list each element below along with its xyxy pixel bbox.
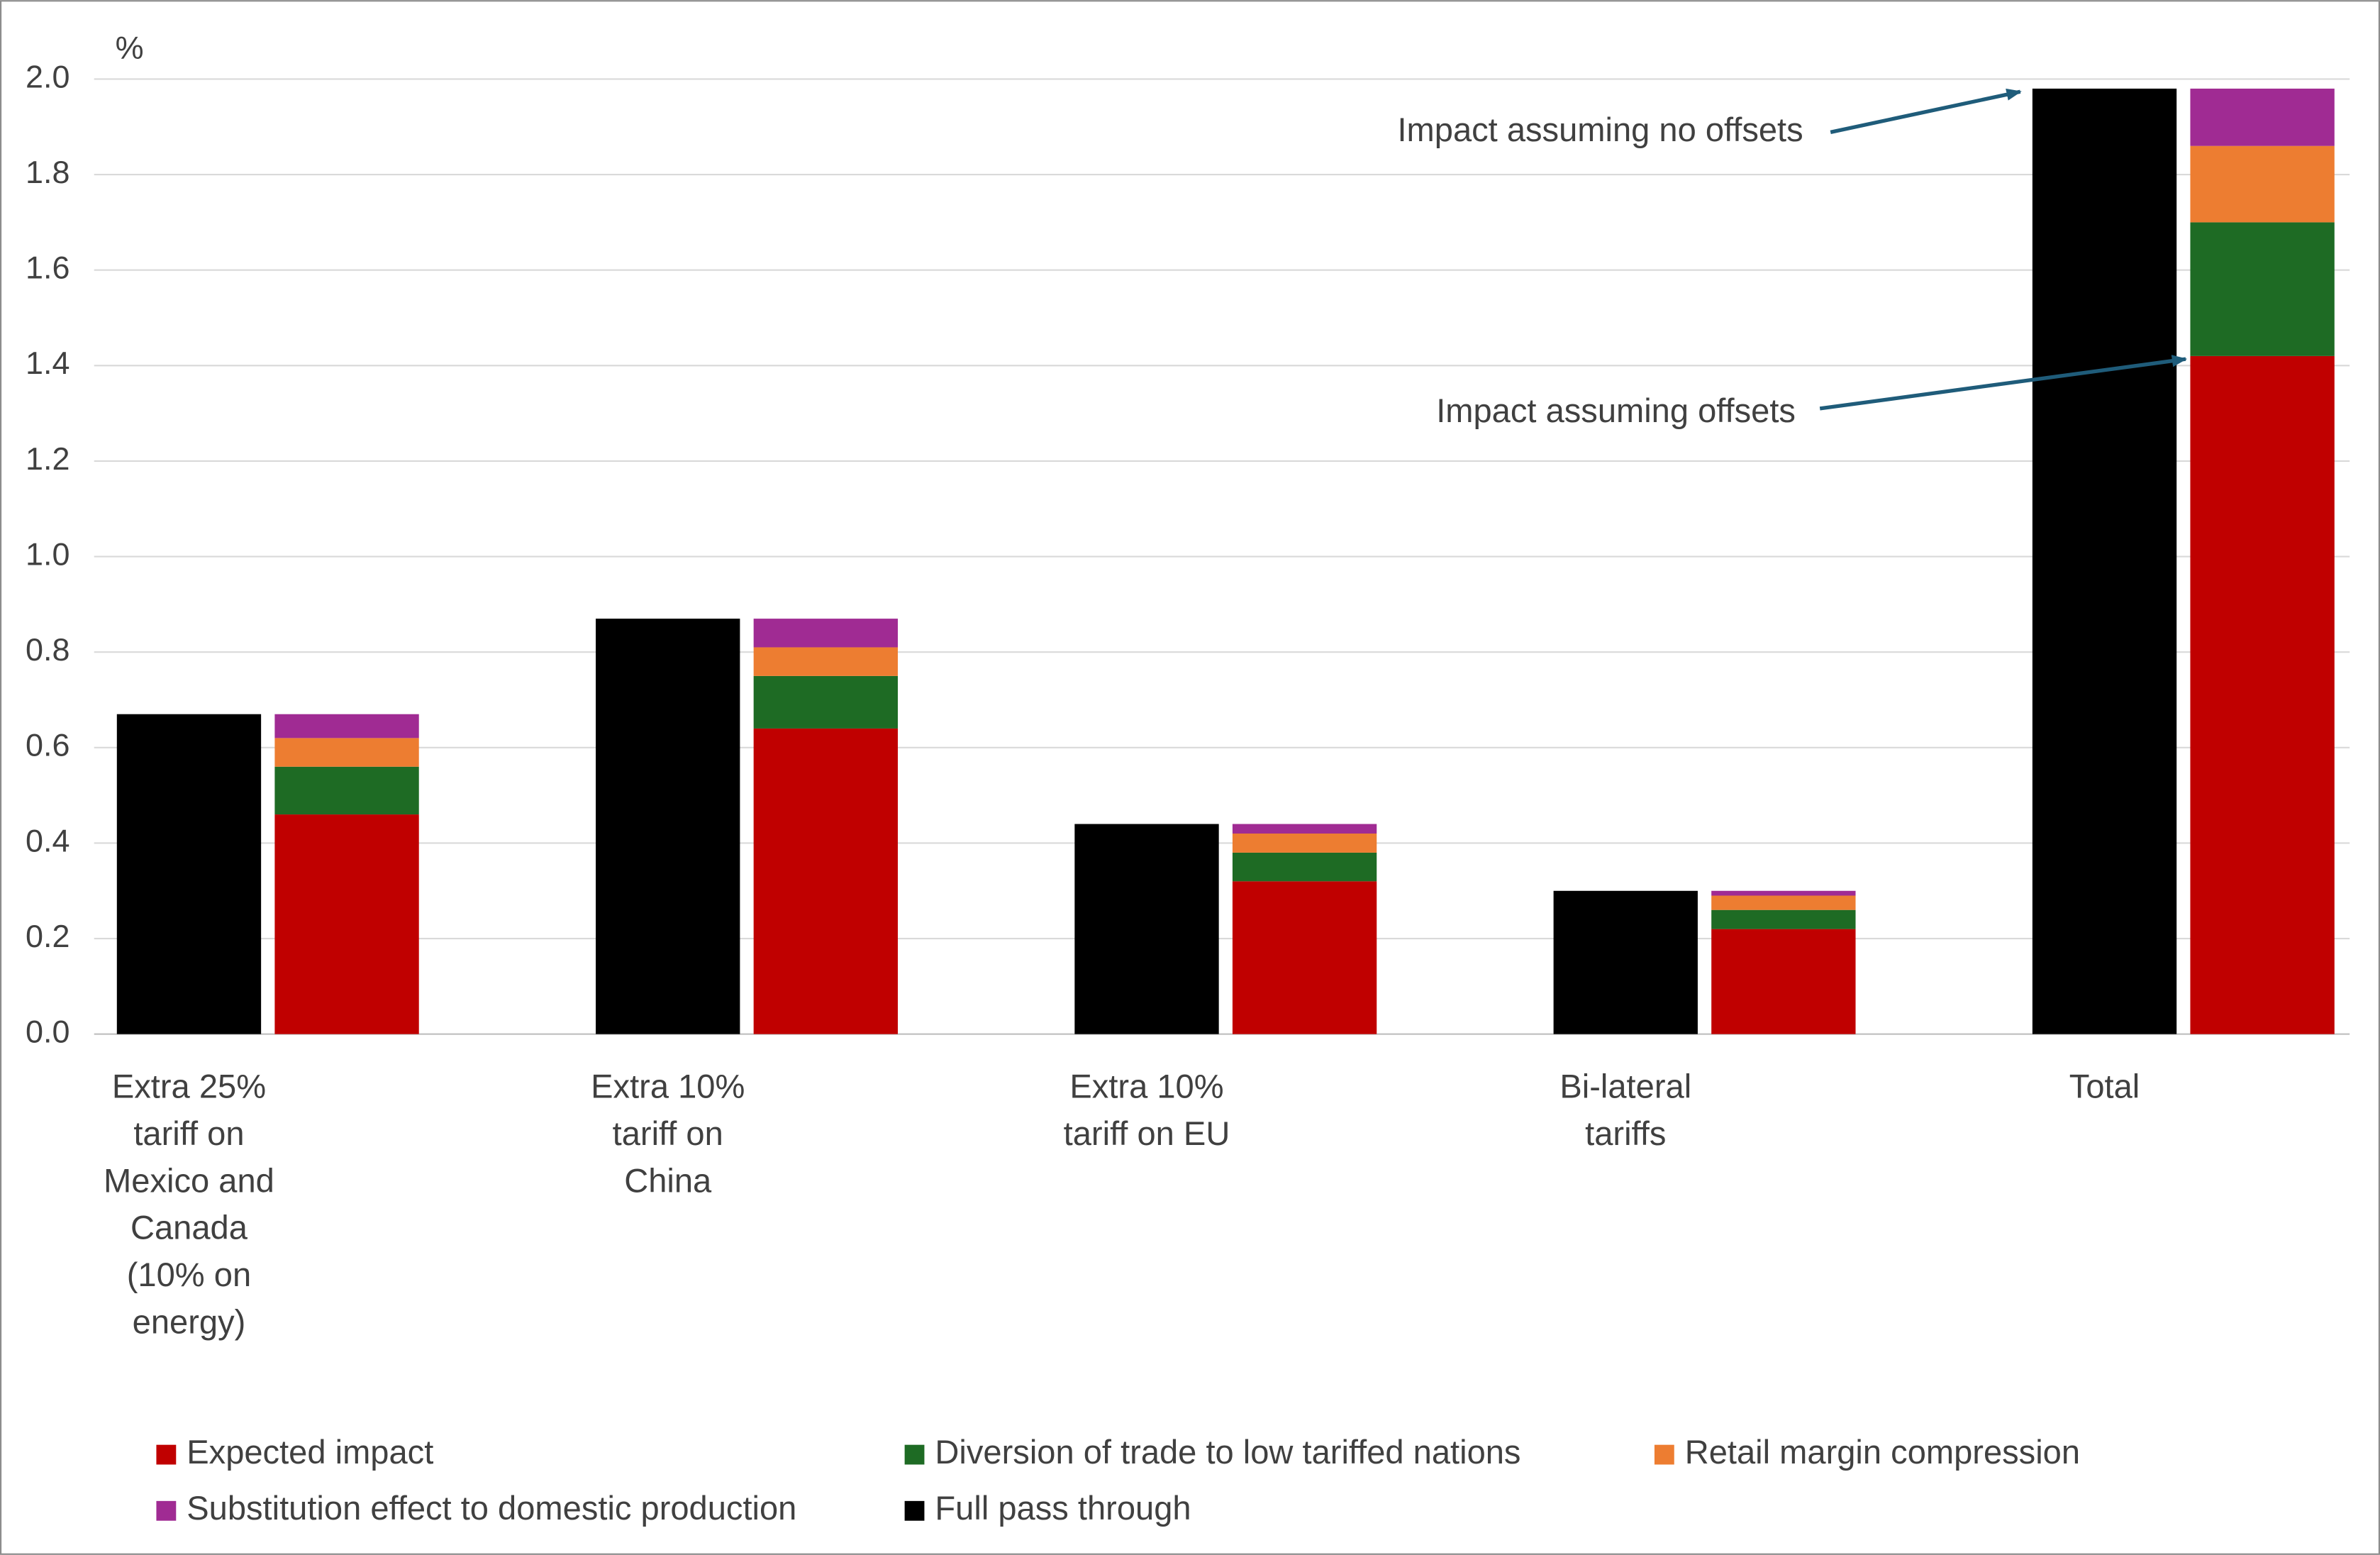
bar-segment (753, 675, 898, 729)
bar (1553, 890, 1698, 1034)
x-tick-label: Total (2069, 1067, 2140, 1106)
bar-segment (2190, 222, 2335, 356)
bar-segment (2190, 145, 2335, 223)
x-tick-group: Extra 10% tariff on China (591, 1067, 745, 1200)
legend-swatch (904, 1444, 925, 1465)
bar-segment (274, 714, 419, 738)
bar-segment (753, 619, 898, 648)
annotation-arrow (1819, 355, 2188, 411)
bar-segment (2190, 88, 2335, 146)
bar (116, 714, 262, 1034)
y-tick-label: 1.8 (26, 154, 69, 190)
x-tick-label: Extra 25% tariff on Mexico and Canada (1… (104, 1067, 274, 1341)
y-tick-label: 0.6 (26, 727, 69, 763)
y-tick-label: 0.0 (26, 1014, 69, 1050)
y-tick-label: 0.4 (26, 822, 69, 858)
bar-segment (1711, 890, 1856, 896)
y-tick-label: 0.8 (26, 631, 69, 668)
y-tick-label: 1.4 (26, 345, 69, 381)
legend-label: Retail margin compression (1685, 1433, 2080, 1471)
legend-swatch (1654, 1444, 1674, 1465)
annotation: Impact assuming offsets (1436, 392, 1796, 429)
y-tick-label: 1.0 (26, 536, 69, 572)
bar-segment (1232, 881, 1377, 1034)
x-tick-label: Extra 10% tariff on China (591, 1067, 745, 1200)
x-tick-label: Bi-lateral tariffs (1559, 1067, 1692, 1153)
bar (2032, 88, 2177, 1034)
bar-segment (274, 814, 419, 1034)
annotation: Impact assuming no offsets (1397, 111, 1803, 148)
x-tick-group: Total (2069, 1067, 2140, 1106)
bar-segment (274, 766, 419, 815)
bar-segment (1232, 852, 1377, 882)
bar (1074, 824, 1219, 1034)
annotation-arrow (1830, 88, 2022, 134)
x-tick-group: Extra 25% tariff on Mexico and Canada (1… (104, 1067, 274, 1341)
bar-segment (2190, 355, 2335, 1034)
x-tick-group: Bi-lateral tariffs (1559, 1067, 1692, 1153)
bar-segment (1232, 824, 1377, 834)
y-tick-label: 0.2 (26, 918, 69, 954)
bar-segment (1711, 929, 1856, 1034)
bar-segment (274, 738, 419, 767)
bar-segment (753, 728, 898, 1034)
y-axis-label: % (116, 30, 144, 66)
legend-swatch (156, 1444, 177, 1465)
y-tick-label: 1.6 (26, 250, 69, 286)
bar-segment (1711, 895, 1856, 910)
y-tick-label: 1.2 (26, 441, 69, 477)
bar-segment (753, 647, 898, 676)
legend-swatch (904, 1500, 925, 1521)
x-tick-group: Extra 10% tariff on EU (1063, 1067, 1230, 1153)
legend-label: Expected impact (187, 1433, 433, 1471)
bar (596, 619, 740, 1034)
bar-segment (1711, 909, 1856, 929)
legend-label: Diversion of trade to low tariffed natio… (935, 1433, 1520, 1471)
legend-label: Substitution effect to domestic producti… (187, 1489, 796, 1527)
y-tick-label: 2.0 (26, 58, 69, 94)
x-tick-label: Extra 10% tariff on EU (1063, 1067, 1230, 1153)
bar-segment (1232, 833, 1377, 853)
legend-swatch (156, 1500, 177, 1521)
legend-label: Full pass through (935, 1489, 1191, 1527)
